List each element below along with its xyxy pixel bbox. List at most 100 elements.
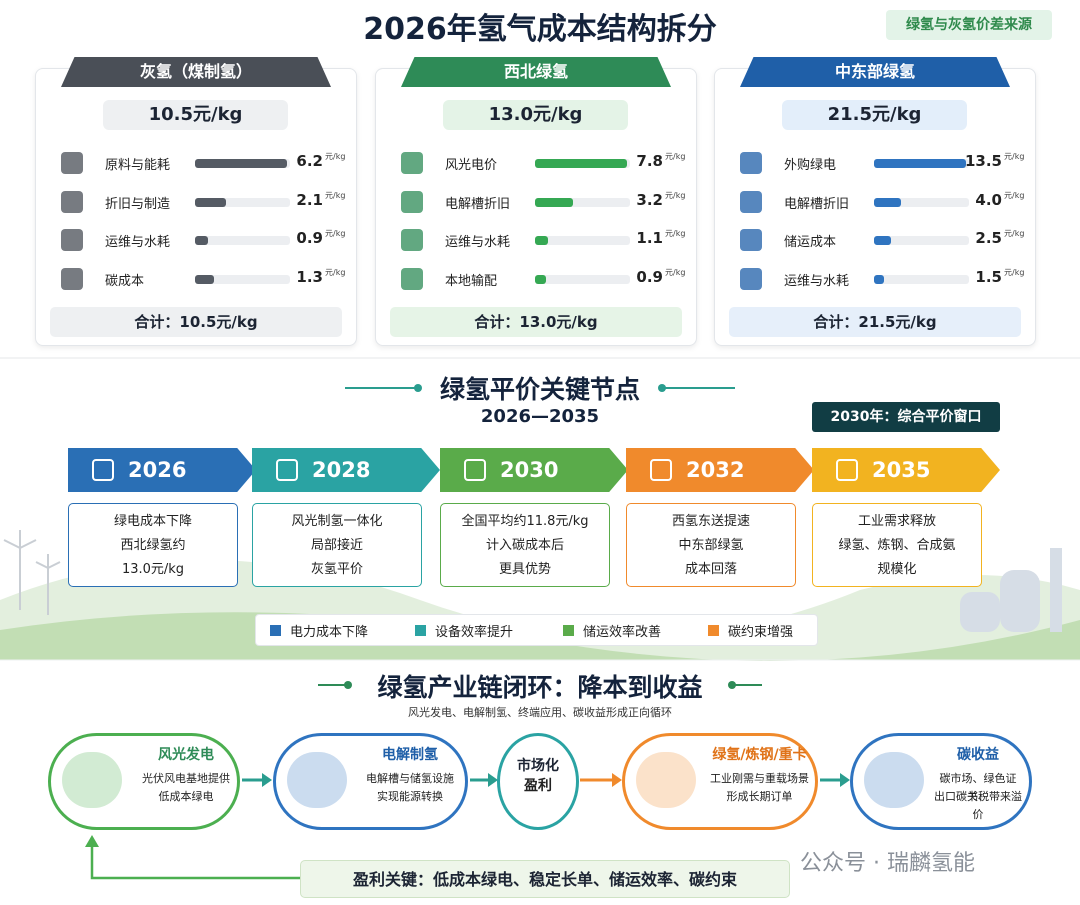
item-unit: 元/kg — [325, 267, 346, 277]
item-name: 折旧与制造 — [105, 196, 171, 212]
item-icon — [61, 190, 83, 213]
item-unit: 元/kg — [325, 190, 346, 200]
step-line: 规模化 — [877, 562, 917, 577]
step-line: 中东部绿氢 — [678, 538, 744, 553]
item-unit: 元/kg — [665, 229, 686, 238]
node-title: 电解制氢 — [382, 747, 438, 763]
item-unit: 元/kg — [665, 152, 686, 161]
node-line: 出口碳关税带来溢价 — [934, 790, 1022, 821]
step-line: 灰氢平价 — [310, 562, 363, 577]
bar-track — [195, 197, 290, 207]
item-unit: 元/kg — [665, 267, 686, 277]
cost-bar — [535, 236, 548, 245]
cost-bar — [195, 197, 227, 207]
step-arrow: 2035 — [812, 448, 1000, 492]
node-line: 光伏风电基地提供 — [142, 772, 230, 785]
bar-track — [195, 236, 290, 245]
item-name: 碳成本 — [105, 273, 145, 289]
step-box: 工业需求释放 绿氢、炼钢、合成氨 规模化 — [812, 503, 982, 587]
step-line: 13.0元/kg — [121, 562, 185, 577]
step-box: 全国平均约11.8元/kg 计入碳成本后 更具优势 — [440, 503, 610, 587]
step-icon — [464, 459, 486, 481]
step-box: 西氢东送提速 中东部绿氢成本回落 — [626, 503, 796, 587]
legend-label: 碳约束增强 — [728, 625, 794, 640]
item-icon — [401, 267, 423, 290]
legend-swatch — [708, 625, 719, 636]
node-line: 盈利 — [524, 778, 552, 794]
item-value: 1.1 — [636, 229, 663, 247]
bar-track — [874, 197, 969, 207]
legend-box — [255, 614, 818, 646]
chain-node — [273, 733, 468, 830]
legend-label: 电力成本下降 — [290, 625, 369, 640]
node-title: 碳收益 — [957, 747, 999, 763]
cost-bar — [874, 236, 892, 245]
bar-track — [535, 197, 630, 207]
item-icon — [61, 229, 83, 251]
step-icon — [92, 459, 114, 481]
step-line: 全国平均约11.8元/kg — [461, 514, 589, 529]
item-unit: 元/kg — [665, 190, 686, 200]
step-line: 西氢东送提速 — [671, 514, 750, 529]
panel-tab: 灰氢（煤制氢） — [61, 57, 331, 87]
legend-swatch — [563, 625, 574, 636]
item-value: 7.8 — [636, 152, 663, 170]
node-line: 碳市场、绿色证书、 — [939, 772, 1017, 803]
step-icon — [276, 459, 298, 481]
step-icon — [650, 459, 672, 481]
panel-tab: 中东部绿氢 — [740, 57, 1010, 87]
chain-subtitle: 风光发电、电解制氢、终端应用、碳收益形成正向循环 — [408, 706, 672, 719]
item-unit: 元/kg — [1004, 152, 1025, 161]
section-title: 绿氢平价关键节点 — [439, 375, 640, 404]
step-arrow: 2028 — [252, 448, 440, 492]
step-arrow: 2032 — [626, 448, 814, 492]
panel-total: 合计：21.5元/kg — [729, 307, 1021, 337]
item-name: 风光电价 — [445, 158, 498, 173]
title: 2026年氢气成本结构拆分 — [363, 12, 717, 47]
step-icon — [836, 459, 858, 481]
node-image — [287, 752, 347, 808]
cost-bar — [874, 274, 885, 284]
item-name: 原料与能耗 — [105, 158, 171, 173]
item-value: 1.5 — [975, 267, 1002, 286]
item-value: 0.9 — [636, 267, 663, 286]
item-unit: 元/kg — [1004, 190, 1025, 200]
chain-node — [48, 733, 240, 830]
bar-track — [535, 236, 630, 245]
step-line: 风光制氢一体化 — [291, 514, 383, 529]
bar-track — [874, 274, 969, 284]
panel-price: 21.5元/kg — [782, 100, 967, 130]
panel-total: 合计：13.0元/kg — [390, 307, 682, 337]
milestone-badge: 2030年：综合平价窗口 — [812, 402, 1000, 432]
node-line: 低成本绿电 — [158, 790, 214, 803]
node-line: 形成长期订单 — [726, 790, 793, 803]
panel-tab: 西北绿氢 — [401, 57, 671, 87]
chain-title: 绿氢产业链闭环：降本到收益 — [377, 673, 703, 702]
item-unit: 元/kg — [325, 229, 346, 238]
node-title: 风光发电 — [158, 747, 214, 763]
cost-bar — [874, 159, 966, 168]
legend-label: 储运效率改善 — [583, 625, 662, 640]
panel-price: 13.0元/kg — [443, 100, 628, 130]
item-value: 4.0 — [975, 190, 1002, 209]
item-name: 本地输配 — [445, 273, 498, 289]
step-line: 成本回落 — [684, 562, 737, 577]
step-line: 局部接近 — [310, 538, 363, 553]
item-value: 0.9 — [296, 229, 323, 247]
step-box: 绿电成本下降 西北绿氢约 13.0元/kg — [68, 503, 238, 587]
cost-bar — [535, 197, 573, 207]
item-icon — [401, 190, 423, 213]
legend-swatch — [415, 625, 426, 636]
node-title: 绿氢/炼钢/重卡 — [712, 747, 807, 763]
bar-track — [195, 274, 290, 284]
item-name: 运维与水耗 — [445, 235, 511, 250]
item-name: 运维与水耗 — [784, 273, 850, 289]
chain-key: 盈利关键：低成本绿电、稳定长单、储运效率、碳约束 — [300, 860, 790, 898]
chain-node — [850, 733, 1032, 830]
node-line: 工业刚需与重载场景 — [710, 772, 809, 785]
item-icon — [740, 229, 762, 251]
cost-bar — [195, 236, 209, 245]
item-value: 13.5 — [964, 152, 1002, 170]
item-value: 6.2 — [296, 152, 323, 170]
